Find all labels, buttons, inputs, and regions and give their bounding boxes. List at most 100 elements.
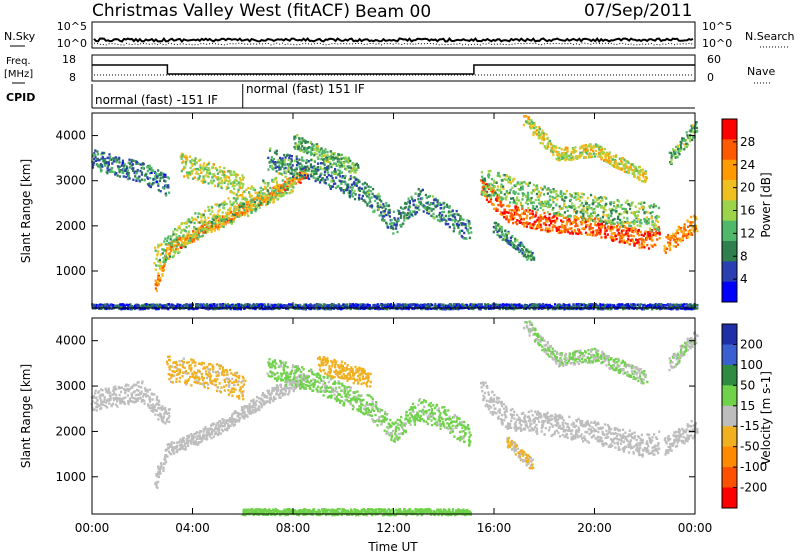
- power-echo-cell: [333, 162, 336, 165]
- power-echo-cell: [262, 179, 265, 182]
- power-echo-cell: [575, 232, 578, 235]
- power-echo-cell: [582, 150, 585, 153]
- power-echo-cell: [384, 207, 387, 211]
- power-echo-cell: [602, 213, 605, 217]
- nsky-tick-top: 10^5: [57, 20, 87, 33]
- power-echo-cell: [581, 211, 584, 215]
- power-echo-cell: [261, 203, 264, 206]
- power-echo-cell: [210, 179, 213, 183]
- power-echo-cell: [122, 167, 126, 170]
- power-echo-cell: [302, 168, 305, 171]
- power-echo-cell: [245, 305, 248, 309]
- power-echo-cell: [521, 188, 524, 191]
- power-echo-cell: [556, 153, 559, 156]
- power-echo-cell: [639, 219, 642, 222]
- power-echo-cell: [178, 235, 181, 238]
- power-echo-cell: [546, 227, 549, 231]
- power-echo-cell: [403, 216, 406, 219]
- power-echo-cell: [555, 150, 558, 153]
- power-echo-cell: [587, 206, 590, 209]
- power-echo-cell: [557, 211, 560, 214]
- power-echo-cell: [182, 160, 185, 163]
- power-echo-cell: [124, 169, 127, 172]
- power-echo-cell: [156, 281, 159, 284]
- power-echo-cell: [288, 185, 291, 188]
- power-echo-cell: [157, 189, 160, 192]
- power-echo-cell: [302, 172, 305, 176]
- power-echo-cell: [283, 161, 286, 164]
- power-echo-cell: [353, 189, 356, 193]
- power-echo-cell: [357, 164, 360, 167]
- power-echo-cell: [220, 185, 223, 188]
- power-echo-cell: [690, 223, 693, 227]
- power-echo-cell: [576, 197, 580, 201]
- power-echo-cell: [588, 204, 591, 207]
- power-echo-cell: [298, 140, 301, 143]
- power-echo-cell: [203, 306, 206, 309]
- power-echo-cell: [200, 179, 203, 183]
- power-echo-cell: [531, 207, 534, 210]
- power-echo-cell: [298, 158, 301, 161]
- power-echo-cell: [570, 206, 573, 209]
- power-echo-cell: [546, 211, 549, 214]
- power-echo-cell: [561, 195, 564, 198]
- power-echo-cell: [632, 165, 636, 168]
- power-echo-cell: [271, 198, 274, 201]
- power-echo-cell: [231, 213, 235, 216]
- power-echo-cell: [390, 224, 393, 228]
- power-echo-cell: [584, 220, 587, 224]
- power-echo-cell: [174, 250, 177, 253]
- power-echo-cell: [613, 204, 616, 208]
- power-echo-cell: [156, 176, 159, 179]
- power-echo-cell: [687, 232, 690, 236]
- nsky-tick-bottom: 10^0: [57, 37, 87, 50]
- power-echo-cell: [264, 304, 267, 308]
- power-echo-cell: [234, 211, 237, 214]
- power-echo-cell: [644, 180, 647, 184]
- power-echo-cell: [615, 166, 618, 169]
- power-echo-cell: [647, 220, 650, 223]
- power-echo-cell: [530, 126, 533, 129]
- power-echo-cell: [236, 195, 239, 198]
- power-echo-cell: [225, 179, 228, 182]
- power-echo-cell: [684, 139, 687, 142]
- power-echo-cell: [548, 227, 551, 230]
- power-echo-cell: [403, 212, 406, 215]
- power-echo-cell: [165, 184, 168, 187]
- power-echo-cell: [118, 158, 121, 161]
- power-echo-cell: [600, 158, 603, 161]
- power-echo-cell: [241, 178, 244, 181]
- power-echo-cell: [564, 230, 567, 233]
- power-echo-cell: [460, 234, 463, 238]
- power-echo-cell: [631, 238, 634, 241]
- power-echo-cell: [311, 175, 314, 178]
- power-echo-cell: [564, 153, 567, 157]
- power-echo-cell: [160, 305, 163, 309]
- power-echo-cell: [624, 210, 627, 213]
- freq-panel-frame: [91, 54, 696, 82]
- power-echo-cell: [338, 172, 341, 176]
- power-echo-cell: [263, 198, 266, 201]
- power-echo-cell: [153, 170, 156, 174]
- power-echo-cell: [544, 223, 548, 227]
- power-echo-cell: [526, 210, 530, 213]
- power-echo-cell: [245, 303, 248, 306]
- power-echo-cell: [125, 172, 128, 175]
- power-echo-cell: [489, 187, 492, 190]
- power-echo-cell: [652, 233, 655, 237]
- power-echo-cell: [417, 188, 420, 191]
- power-echo-cell: [544, 215, 547, 218]
- power-echo-cell: [180, 241, 183, 244]
- power-echo-cell: [273, 185, 276, 189]
- power-echo-cell: [559, 229, 563, 232]
- power-echo-cell: [626, 234, 629, 237]
- power-echo-cell: [526, 214, 529, 217]
- power-echo-cell: [218, 215, 221, 218]
- power-echo-cell: [168, 241, 171, 245]
- power-echo-cell: [637, 240, 640, 244]
- power-echo-cell: [536, 208, 539, 211]
- power-echo-cell: [601, 152, 604, 156]
- power-echo-cell: [631, 201, 634, 204]
- power-echo-cell: [159, 177, 162, 180]
- power-echo-cell: [452, 223, 455, 226]
